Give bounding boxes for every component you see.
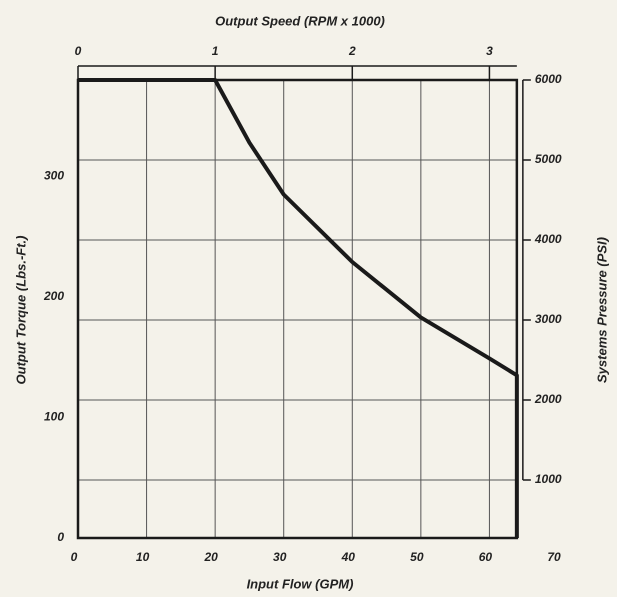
y-tick-label: 100 [44,410,64,424]
y2-tick-label: 1000 [535,472,562,486]
x-tick-label: 30 [273,550,287,564]
x2-tick-label: 1 [212,44,219,58]
y-axis-label: Output Torque (Lbs.-Ft.) [13,236,28,385]
x-axis-label: Input Flow (GPM) [247,576,354,591]
y2-tick-label: 4000 [534,232,562,246]
x2-axis-label: Output Speed (RPM x 1000) [215,13,385,28]
y2-tick-label: 3000 [535,312,562,326]
line-series [78,78,519,538]
x2-tick-label: 2 [348,44,356,58]
x-tick-label: 70 [547,550,561,564]
y-tick-label: 200 [43,289,64,303]
x-tick-label: 40 [341,550,356,564]
plot-frame [76,78,519,540]
y2-tick-label: 2000 [534,392,562,406]
x2-tick-label: 0 [75,44,82,58]
y2-tick-label: 6000 [535,72,562,86]
x-tick-label: 50 [410,550,424,564]
y2-tick-label: 5000 [535,152,562,166]
y-tick-label: 300 [44,169,64,183]
x-tick-label: 60 [479,550,493,564]
x2-tick-label: 3 [486,44,493,58]
y2-axis-label: Systems Pressure (PSI) [594,237,609,383]
x-tick-label: 10 [136,550,150,564]
y-tick-label: 0 [57,530,64,544]
x-tick-label: 20 [203,550,218,564]
x-tick-label: 0 [71,550,78,564]
